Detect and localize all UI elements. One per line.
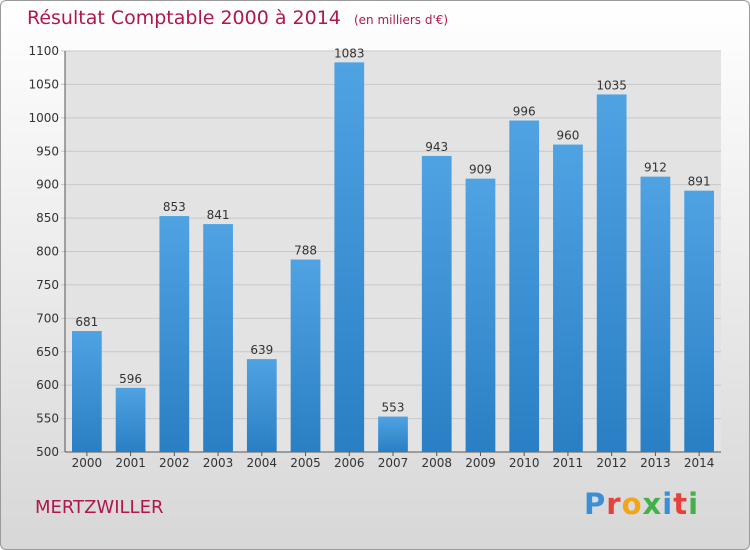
y-tick-label: 900	[36, 178, 59, 192]
bar	[378, 416, 408, 452]
bar-value-label: 996	[513, 105, 536, 119]
x-tick-label: 2005	[290, 456, 321, 470]
bar	[71, 331, 102, 452]
logo-letter: o	[621, 487, 643, 521]
bar	[159, 216, 190, 452]
bar-value-label: 960	[556, 129, 579, 143]
logo-letter: r	[606, 487, 622, 521]
bar	[203, 224, 233, 452]
x-tick-label: 2013	[640, 456, 671, 470]
y-tick-label: 650	[36, 345, 59, 359]
bar-value-label: 639	[250, 343, 273, 357]
bar	[290, 259, 321, 452]
bar	[421, 155, 452, 452]
bar	[509, 120, 540, 453]
commune-name: MERTZWILLER	[35, 497, 164, 518]
y-tick-label: 1000	[28, 111, 59, 125]
logo-letter: i	[662, 487, 674, 521]
y-tick-label: 750	[36, 278, 59, 292]
logo-letter: i	[688, 487, 700, 521]
bar-value-label: 1083	[334, 46, 365, 60]
x-tick-label: 2003	[203, 456, 234, 470]
bar	[684, 190, 715, 452]
proxiti-logo: Proxiti	[584, 487, 699, 521]
y-tick-label: 1050	[28, 77, 59, 91]
bar-value-label: 1035	[596, 78, 627, 92]
bar	[246, 359, 277, 452]
y-tick-label: 950	[36, 144, 59, 158]
bar-value-label: 943	[425, 140, 448, 154]
chart-header: Résultat Comptable 2000 à 2014 (en milli…	[27, 7, 448, 29]
y-tick-label: 500	[36, 445, 59, 459]
x-tick-label: 2008	[421, 456, 452, 470]
y-tick-label: 800	[36, 245, 59, 259]
y-tick-label: 1100	[28, 44, 59, 58]
logo-letter: x	[642, 487, 663, 521]
bar	[640, 176, 671, 452]
y-tick-label: 550	[36, 412, 59, 426]
bar-value-label: 596	[119, 372, 142, 386]
bar-value-label: 681	[75, 315, 98, 329]
bar-value-label: 553	[382, 401, 405, 415]
bar	[115, 387, 146, 452]
y-tick-label: 850	[36, 211, 59, 225]
x-tick-label: 2004	[247, 456, 278, 470]
bar	[465, 178, 496, 452]
bar-value-label: 912	[644, 161, 667, 175]
logo-letter: P	[584, 487, 607, 521]
bar	[596, 94, 627, 453]
x-tick-label: 2010	[509, 456, 540, 470]
chart-title: Résultat Comptable 2000 à 2014	[27, 7, 341, 29]
bar-value-label: 853	[163, 200, 186, 214]
x-tick-label: 2000	[72, 456, 103, 470]
x-tick-label: 2006	[334, 456, 365, 470]
x-tick-label: 2009	[465, 456, 496, 470]
y-tick-label: 700	[36, 311, 59, 325]
bar	[553, 144, 583, 453]
x-tick-label: 2012	[596, 456, 627, 470]
bar-value-label: 788	[294, 244, 317, 258]
logo-letter: t	[673, 487, 689, 521]
x-tick-label: 2002	[159, 456, 190, 470]
bar-value-label: 841	[207, 208, 230, 222]
x-tick-label: 2007	[378, 456, 409, 470]
x-tick-label: 2001	[115, 456, 146, 470]
x-tick-label: 2014	[684, 456, 715, 470]
bar	[334, 62, 365, 453]
y-tick-label: 600	[36, 378, 59, 392]
chart-subtitle: (en milliers d'€)	[353, 13, 449, 27]
bar-value-label: 909	[469, 163, 492, 177]
x-tick-label: 2011	[553, 456, 584, 470]
bar-value-label: 891	[688, 175, 711, 189]
